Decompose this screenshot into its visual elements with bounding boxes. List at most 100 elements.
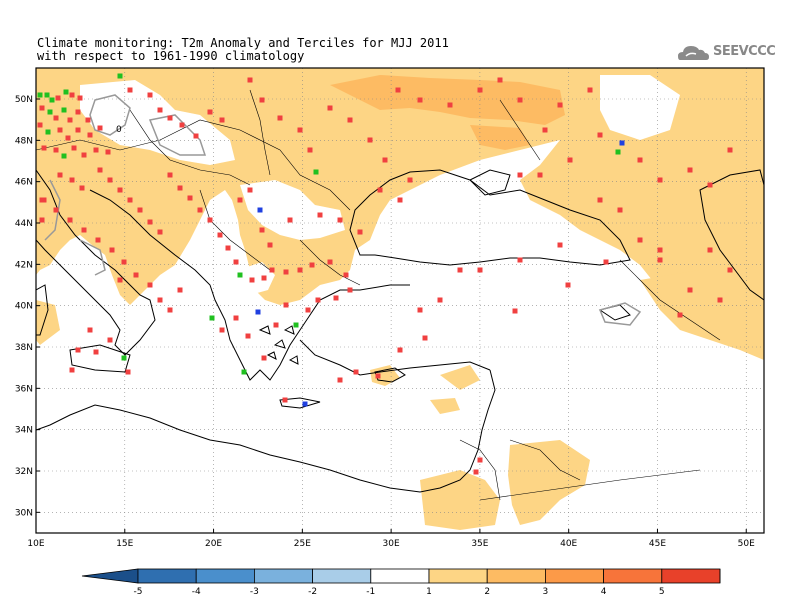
x-tick-label: 40E xyxy=(560,539,577,549)
station-marker-normal xyxy=(44,92,50,98)
colorbar-tick-label: -5 xyxy=(134,587,143,597)
station-marker-warm xyxy=(395,87,401,93)
station-marker-warm xyxy=(233,315,239,321)
station-marker-warm xyxy=(147,282,153,288)
station-marker-warm xyxy=(69,92,75,98)
y-tick-label: 46N xyxy=(15,178,33,188)
coastline-crimea xyxy=(469,169,511,196)
station-marker-normal xyxy=(61,107,67,113)
station-marker-normal xyxy=(117,73,123,79)
colorbar: -5 -4 -3 -2 -1 1 2 3 4 5 xyxy=(81,568,721,597)
station-marker-warm xyxy=(677,312,683,318)
colorbar-segment xyxy=(312,568,372,584)
station-marker-warm xyxy=(273,322,279,328)
y-axis: 30N 32N 34N 36N 38N 40N 42N 44N 46N 48N 50N xyxy=(15,95,40,518)
colorbar-segment xyxy=(137,568,197,584)
station-marker-warm xyxy=(337,377,343,383)
title-line-1: Climate monitoring: T2m Anomaly and Terc… xyxy=(37,36,449,50)
station-marker-warm xyxy=(557,102,563,108)
cloud-logo-icon xyxy=(678,46,709,60)
station-marker-warm xyxy=(512,308,518,314)
station-marker-warm xyxy=(79,185,85,191)
station-marker-warm xyxy=(617,207,623,213)
station-marker-normal xyxy=(209,315,215,321)
anomaly-region-warm-north xyxy=(330,75,565,125)
station-marker-warm xyxy=(407,177,413,183)
station-marker-warm xyxy=(207,109,213,115)
station-marker-warm xyxy=(457,267,463,273)
y-tick-label: 34N xyxy=(15,426,33,436)
zero-contours xyxy=(44,94,642,326)
colorbar-segment xyxy=(661,568,721,584)
station-marker-warm xyxy=(81,227,87,233)
colorbar-tick-label: -3 xyxy=(250,587,259,597)
station-marker-cold xyxy=(255,309,261,315)
station-marker-warm xyxy=(57,172,63,178)
station-marker-warm xyxy=(197,207,203,213)
station-marker-normal xyxy=(49,97,55,103)
contour-turkey xyxy=(598,302,642,326)
station-marker-warm xyxy=(317,212,323,218)
station-marker-warm xyxy=(343,272,349,278)
station-marker-warm xyxy=(167,172,173,178)
station-marker-warm xyxy=(297,267,303,273)
colorbar-segment xyxy=(195,568,255,584)
station-marker-warm xyxy=(107,337,113,343)
station-marker-normal xyxy=(37,92,43,98)
station-marker-warm xyxy=(417,307,423,313)
colorbar-segment xyxy=(253,568,313,584)
x-tick-label: 25E xyxy=(294,539,311,549)
station-marker-warm xyxy=(53,147,59,153)
station-marker-warm xyxy=(249,277,255,283)
station-marker-warm xyxy=(657,177,663,183)
station-marker-warm xyxy=(81,152,87,158)
station-marker-warm xyxy=(75,347,81,353)
station-marker-warm xyxy=(382,157,388,163)
station-marker-warm xyxy=(727,267,733,273)
station-marker-warm xyxy=(637,237,643,243)
y-tick-label: 42N xyxy=(15,260,33,270)
station-marker-warm xyxy=(305,307,311,313)
station-marker-warm xyxy=(657,247,663,253)
station-marker-warm xyxy=(597,197,603,203)
anomaly-region-caucasus xyxy=(640,270,764,360)
station-marker-warm xyxy=(517,172,523,178)
station-marker-warm xyxy=(147,92,153,98)
station-marker-warm xyxy=(137,207,143,213)
normal-area-alps xyxy=(80,80,235,165)
station-marker-warm xyxy=(75,109,81,115)
contour-central-italy xyxy=(79,239,106,276)
station-marker-warm xyxy=(77,95,83,101)
station-marker-normal xyxy=(121,355,127,361)
station-marker-warm xyxy=(179,122,185,128)
station-marker-warm xyxy=(207,217,213,223)
y-tick-label: 38N xyxy=(15,343,33,353)
station-marker-warm xyxy=(219,117,225,123)
border-7 xyxy=(619,259,721,341)
station-markers xyxy=(37,73,733,475)
station-marker-warm xyxy=(587,87,593,93)
station-marker-warm xyxy=(269,267,275,273)
y-tick-label: 30N xyxy=(15,508,33,518)
border-6 xyxy=(499,99,541,161)
station-marker-warm xyxy=(473,469,479,475)
station-marker-normal xyxy=(63,89,69,95)
colorbar-segment xyxy=(545,568,605,584)
colorbar-tick-label: -2 xyxy=(308,587,317,597)
x-tick-label: 30E xyxy=(383,539,400,549)
x-tick-label: 50E xyxy=(738,539,755,549)
station-marker-warm xyxy=(333,295,339,301)
anomaly-region-sw xyxy=(36,300,60,345)
border-8 xyxy=(509,439,581,481)
normal-area-northeast xyxy=(600,75,680,140)
station-marker-warm xyxy=(267,242,273,248)
station-marker-warm xyxy=(567,157,573,163)
station-marker-normal xyxy=(313,169,319,175)
station-marker-warm xyxy=(565,282,571,288)
station-marker-warm xyxy=(167,307,173,313)
station-marker-warm xyxy=(167,115,173,121)
station-marker-warm xyxy=(39,197,45,203)
station-marker-warm xyxy=(367,137,373,143)
coastline-italy xyxy=(36,169,156,356)
map-frame xyxy=(35,67,765,534)
